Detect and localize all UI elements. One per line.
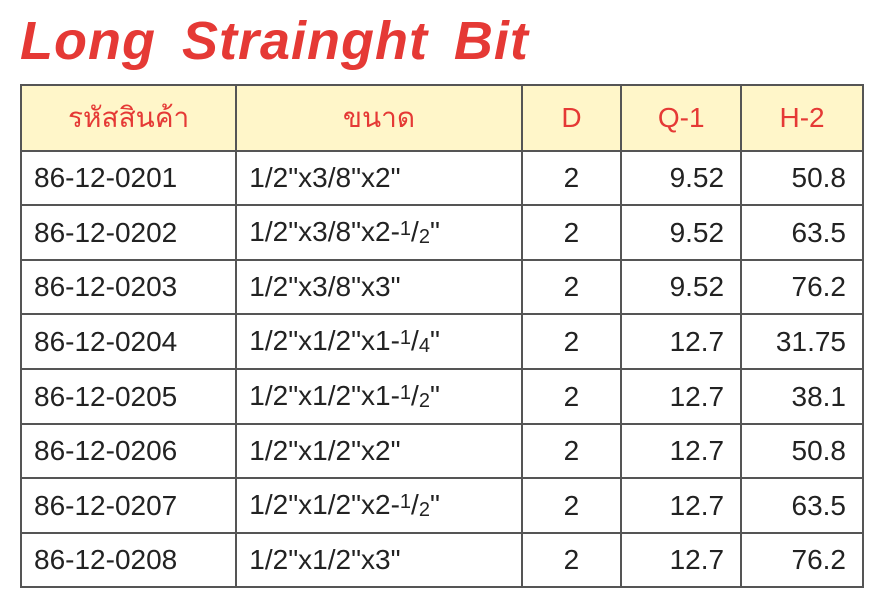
cell-d: 2 bbox=[522, 369, 622, 424]
cell-q1: 12.7 bbox=[621, 478, 741, 533]
cell-code: 86-12-0207 bbox=[21, 478, 236, 533]
spec-table: รหัสสินค้า ขนาด D Q-1 H-2 86-12-02011/2"… bbox=[20, 84, 864, 588]
table-row: 86-12-02081/2"x1/2"x3"212.776.2 bbox=[21, 533, 863, 587]
cell-q1: 12.7 bbox=[621, 369, 741, 424]
col-header-q1: Q-1 bbox=[621, 85, 741, 151]
cell-size: 1/2"x1/2"x2-1/2" bbox=[236, 478, 521, 533]
cell-h2: 50.8 bbox=[741, 424, 863, 478]
cell-h2: 50.8 bbox=[741, 151, 863, 205]
cell-code: 86-12-0201 bbox=[21, 151, 236, 205]
cell-h2: 76.2 bbox=[741, 533, 863, 587]
col-header-h2: H-2 bbox=[741, 85, 863, 151]
table-row: 86-12-02031/2"x3/8"x3"29.5276.2 bbox=[21, 260, 863, 314]
cell-size: 1/2"x3/8"x2-1/2" bbox=[236, 205, 521, 260]
cell-d: 2 bbox=[522, 314, 622, 369]
cell-code: 86-12-0203 bbox=[21, 260, 236, 314]
table-row: 86-12-02011/2"x3/8"x2"29.5250.8 bbox=[21, 151, 863, 205]
cell-size: 1/2"x1/2"x1-1/4" bbox=[236, 314, 521, 369]
cell-code: 86-12-0206 bbox=[21, 424, 236, 478]
cell-d: 2 bbox=[522, 533, 622, 587]
cell-size: 1/2"x1/2"x1-1/2" bbox=[236, 369, 521, 424]
cell-q1: 12.7 bbox=[621, 533, 741, 587]
table-body: 86-12-02011/2"x3/8"x2"29.5250.886-12-020… bbox=[21, 151, 863, 587]
cell-d: 2 bbox=[522, 424, 622, 478]
cell-code: 86-12-0204 bbox=[21, 314, 236, 369]
table-header-row: รหัสสินค้า ขนาด D Q-1 H-2 bbox=[21, 85, 863, 151]
cell-q1: 9.52 bbox=[621, 205, 741, 260]
cell-d: 2 bbox=[522, 478, 622, 533]
table-row: 86-12-02041/2"x1/2"x1-1/4"212.731.75 bbox=[21, 314, 863, 369]
cell-code: 86-12-0202 bbox=[21, 205, 236, 260]
cell-d: 2 bbox=[522, 151, 622, 205]
cell-q1: 12.7 bbox=[621, 314, 741, 369]
cell-h2: 63.5 bbox=[741, 478, 863, 533]
col-header-size: ขนาด bbox=[236, 85, 521, 151]
cell-q1: 12.7 bbox=[621, 424, 741, 478]
cell-code: 86-12-0208 bbox=[21, 533, 236, 587]
cell-size: 1/2"x3/8"x3" bbox=[236, 260, 521, 314]
cell-d: 2 bbox=[522, 205, 622, 260]
cell-size: 1/2"x3/8"x2" bbox=[236, 151, 521, 205]
cell-code: 86-12-0205 bbox=[21, 369, 236, 424]
table-row: 86-12-02061/2"x1/2"x2"212.750.8 bbox=[21, 424, 863, 478]
page-title: Long Strainght Bit bbox=[20, 10, 864, 72]
cell-h2: 38.1 bbox=[741, 369, 863, 424]
col-header-d: D bbox=[522, 85, 622, 151]
cell-h2: 31.75 bbox=[741, 314, 863, 369]
cell-d: 2 bbox=[522, 260, 622, 314]
cell-q1: 9.52 bbox=[621, 151, 741, 205]
cell-h2: 63.5 bbox=[741, 205, 863, 260]
col-header-code: รหัสสินค้า bbox=[21, 85, 236, 151]
cell-size: 1/2"x1/2"x2" bbox=[236, 424, 521, 478]
cell-q1: 9.52 bbox=[621, 260, 741, 314]
table-row: 86-12-02021/2"x3/8"x2-1/2"29.5263.5 bbox=[21, 205, 863, 260]
table-row: 86-12-02051/2"x1/2"x1-1/2"212.738.1 bbox=[21, 369, 863, 424]
cell-size: 1/2"x1/2"x3" bbox=[236, 533, 521, 587]
cell-h2: 76.2 bbox=[741, 260, 863, 314]
table-row: 86-12-02071/2"x1/2"x2-1/2"212.763.5 bbox=[21, 478, 863, 533]
